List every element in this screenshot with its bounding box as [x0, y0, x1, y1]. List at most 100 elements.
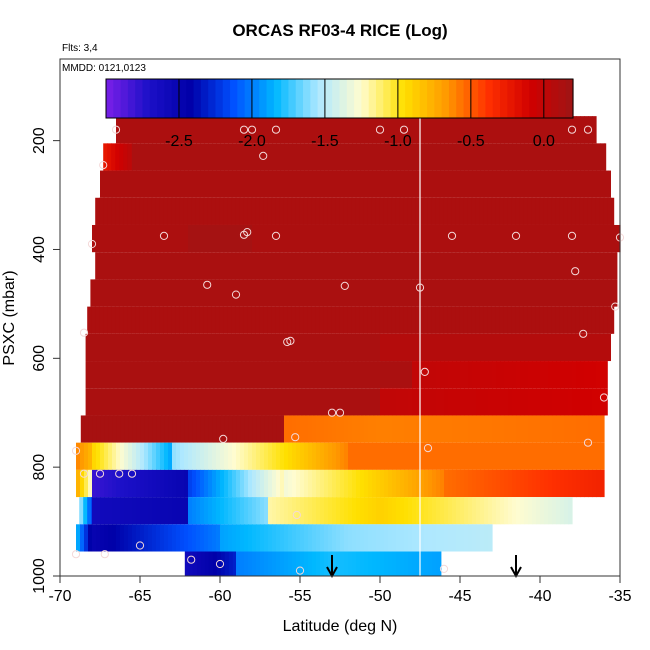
heatmap-cell	[137, 333, 143, 362]
heatmap-cell	[225, 361, 231, 389]
heatmap-cell	[365, 388, 371, 416]
data-point	[100, 550, 109, 559]
heatmap-cell	[139, 197, 144, 225]
heatmap-cell	[236, 116, 241, 144]
heatmap-cell	[149, 361, 155, 389]
heatmap-cell	[401, 361, 407, 389]
heatmap-cell	[191, 252, 196, 280]
heatmap-cell	[444, 333, 449, 362]
heatmap-cell	[132, 497, 137, 525]
heatmap-cell	[600, 143, 605, 171]
heatmap-cell	[76, 442, 81, 470]
heatmap-cell	[140, 116, 145, 144]
heatmap-cell	[141, 388, 147, 416]
heatmap-cell	[93, 361, 99, 389]
heatmap-cell	[185, 388, 191, 416]
heatmap-cell	[120, 224, 125, 253]
heatmap-cell	[204, 224, 209, 253]
heatmap-cell	[91, 497, 93, 525]
heatmap-cell	[424, 143, 429, 171]
heatmap-cell	[436, 143, 441, 171]
heatmap-cell	[104, 415, 110, 443]
colorbar-cell	[310, 79, 319, 118]
heatmap-cell	[379, 197, 384, 225]
heatmap-cell	[277, 361, 283, 389]
heatmap-cell	[380, 415, 385, 443]
heatmap-cell	[191, 197, 196, 225]
heatmap-cell	[480, 469, 485, 498]
heatmap-cell	[579, 306, 584, 334]
heatmap-cell	[152, 469, 157, 498]
heatmap-cell	[321, 388, 327, 416]
heatmap-cell	[352, 551, 357, 576]
heatmap-cell	[272, 497, 277, 525]
heatmap-cell	[504, 469, 509, 498]
heatmap-cell	[376, 170, 381, 198]
heatmap-cell	[284, 116, 289, 144]
heatmap-cell	[335, 306, 340, 334]
heatmap-cell	[440, 116, 445, 144]
heatmap-cell	[367, 306, 372, 334]
heatmap-cell	[313, 333, 319, 362]
heatmap-cell	[232, 524, 237, 552]
heatmap-cell	[372, 469, 377, 498]
heatmap-cell	[284, 143, 289, 171]
heatmap-cell	[584, 388, 589, 416]
heatmap-cell	[184, 524, 189, 552]
heatmap-cell	[277, 388, 283, 416]
heatmap-cell	[248, 415, 254, 443]
heatmap-cell	[168, 170, 173, 198]
heatmap-cell	[576, 469, 581, 498]
heatmap-cell	[160, 497, 165, 525]
heatmap-cell	[372, 497, 377, 525]
heatmap-cell	[217, 361, 223, 389]
heatmap-cell	[472, 170, 477, 198]
heatmap-cell	[559, 306, 564, 334]
heatmap-cell	[200, 469, 205, 498]
heatmap-cell	[306, 279, 311, 307]
heatmap-cell	[371, 306, 376, 334]
heatmap-cell	[284, 551, 289, 576]
heatmap-cell	[173, 361, 179, 389]
heatmap-cell	[282, 279, 287, 307]
heatmap-cell	[500, 442, 505, 470]
heatmap-cell	[168, 469, 173, 498]
heatmap-cell	[392, 333, 397, 362]
heatmap-cell	[251, 197, 256, 225]
heatmap-cell	[475, 306, 480, 334]
heatmap-cell	[85, 361, 91, 389]
heatmap-cell	[138, 279, 143, 307]
heatmap-cell	[281, 361, 287, 389]
heatmap-cell	[476, 469, 481, 498]
heatmap-cell	[446, 279, 451, 307]
heatmap-cell	[436, 551, 441, 576]
heatmap-cell	[216, 442, 221, 470]
heatmap-cell	[103, 143, 108, 171]
heatmap-cell	[249, 388, 255, 416]
heatmap-cell	[235, 252, 240, 280]
heatmap-cell	[440, 415, 445, 443]
heatmap-cell	[444, 388, 449, 416]
heatmap-cell	[527, 252, 532, 280]
heatmap-cell	[188, 469, 193, 498]
heatmap-cell	[380, 224, 385, 253]
colorbar-cell	[565, 79, 574, 118]
heatmap-cell	[547, 252, 552, 280]
heatmap-cell	[412, 224, 417, 253]
heatmap-cell	[327, 197, 332, 225]
heatmap-cell	[232, 415, 238, 443]
heatmap-cell	[456, 415, 461, 443]
heatmap-cell	[552, 224, 557, 253]
heatmap-cell	[460, 442, 465, 470]
heatmap-cell	[98, 279, 103, 307]
heatmap-cell	[432, 361, 437, 389]
heatmap-cell	[532, 469, 537, 498]
heatmap-cell	[287, 197, 292, 225]
heatmap-cell	[259, 306, 264, 334]
heatmap-cell	[393, 361, 399, 389]
heatmap-cell	[130, 279, 135, 307]
heatmap-cell	[488, 442, 493, 470]
heatmap-cell	[265, 361, 271, 389]
heatmap-cell	[280, 551, 285, 576]
heatmap-cell	[584, 116, 589, 144]
